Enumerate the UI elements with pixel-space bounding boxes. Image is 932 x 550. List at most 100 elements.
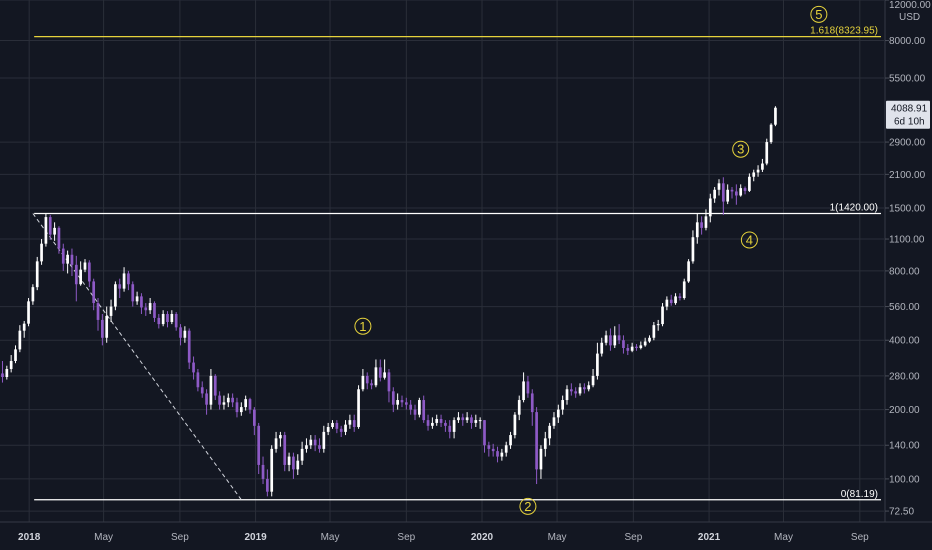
- candle[interactable]: [274, 431, 278, 453]
- candle[interactable]: [513, 412, 517, 439]
- candle[interactable]: [700, 216, 703, 235]
- candle[interactable]: [135, 291, 139, 305]
- candle[interactable]: [717, 179, 721, 196]
- candle[interactable]: [708, 193, 712, 223]
- candle[interactable]: [400, 395, 404, 408]
- candle[interactable]: [574, 387, 578, 398]
- candle[interactable]: [539, 445, 543, 479]
- candle[interactable]: [205, 389, 208, 415]
- candle[interactable]: [57, 226, 61, 254]
- candle[interactable]: [761, 158, 764, 173]
- candle[interactable]: [409, 400, 413, 415]
- candle[interactable]: [140, 293, 143, 314]
- candle[interactable]: [148, 298, 152, 314]
- candle[interactable]: [266, 469, 269, 497]
- candle[interactable]: [231, 393, 234, 408]
- candle[interactable]: [40, 239, 43, 265]
- candle[interactable]: [70, 248, 74, 277]
- candle[interactable]: [200, 381, 204, 398]
- candle[interactable]: [109, 299, 113, 322]
- candle[interactable]: [105, 306, 109, 343]
- candle[interactable]: [735, 184, 738, 205]
- candle[interactable]: [548, 422, 551, 446]
- candle[interactable]: [387, 369, 391, 403]
- candle[interactable]: [248, 397, 252, 414]
- candle[interactable]: [448, 420, 452, 439]
- candle[interactable]: [682, 278, 686, 300]
- candle[interactable]: [83, 259, 87, 273]
- candle[interactable]: [444, 420, 447, 432]
- candle[interactable]: [596, 342, 599, 380]
- candle[interactable]: [565, 385, 569, 405]
- candle[interactable]: [309, 435, 313, 449]
- wave-label[interactable]: 4: [740, 231, 758, 249]
- candle[interactable]: [591, 369, 595, 388]
- candle[interactable]: [213, 374, 217, 401]
- candle[interactable]: [252, 407, 256, 436]
- candle[interactable]: [239, 402, 243, 416]
- candle[interactable]: [101, 313, 104, 346]
- candle[interactable]: [179, 324, 182, 346]
- candle[interactable]: [170, 310, 174, 325]
- last-price-badge[interactable]: 4088.91 6d 10h: [886, 100, 930, 129]
- candle[interactable]: [174, 312, 178, 331]
- candle[interactable]: [374, 359, 378, 388]
- candle[interactable]: [318, 438, 321, 453]
- candle[interactable]: [378, 359, 382, 382]
- candle[interactable]: [9, 355, 13, 373]
- candle[interactable]: [674, 293, 677, 305]
- candle[interactable]: [287, 452, 291, 472]
- candle[interactable]: [396, 393, 399, 410]
- candle[interactable]: [61, 243, 65, 271]
- candle[interactable]: [257, 422, 261, 475]
- wave-label[interactable]: 3: [732, 140, 750, 158]
- candle[interactable]: [721, 177, 725, 215]
- candle[interactable]: [630, 342, 634, 353]
- candle[interactable]: [122, 267, 126, 292]
- candle[interactable]: [331, 420, 334, 429]
- candle[interactable]: [44, 213, 48, 247]
- candle[interactable]: [439, 414, 443, 428]
- candle[interactable]: [435, 414, 439, 426]
- candle[interactable]: [422, 395, 426, 423]
- candle[interactable]: [192, 356, 195, 380]
- candle[interactable]: [552, 412, 556, 429]
- candle[interactable]: [756, 165, 760, 177]
- candle[interactable]: [209, 369, 213, 410]
- wave-label[interactable]: 2: [519, 497, 537, 515]
- candle[interactable]: [305, 438, 308, 453]
- candle[interactable]: [5, 365, 9, 380]
- candle[interactable]: [22, 320, 26, 338]
- candle[interactable]: [313, 435, 317, 452]
- candle[interactable]: [370, 379, 373, 390]
- candle[interactable]: [352, 414, 356, 432]
- candle[interactable]: [726, 184, 730, 205]
- candle[interactable]: [635, 344, 638, 351]
- candle[interactable]: [561, 395, 565, 415]
- candle[interactable]: [14, 345, 17, 364]
- candle[interactable]: [691, 230, 695, 264]
- candle[interactable]: [774, 106, 777, 127]
- candle[interactable]: [244, 395, 248, 411]
- candle[interactable]: [739, 184, 743, 197]
- candle[interactable]: [487, 441, 491, 457]
- candle[interactable]: [426, 414, 430, 431]
- candle[interactable]: [504, 441, 508, 457]
- candle[interactable]: [704, 209, 708, 231]
- candle[interactable]: [665, 296, 669, 311]
- candle[interactable]: [748, 173, 751, 193]
- candle[interactable]: [626, 344, 630, 356]
- candle[interactable]: [639, 341, 643, 350]
- candle[interactable]: [569, 383, 573, 396]
- candle[interactable]: [474, 414, 478, 428]
- candle[interactable]: [613, 326, 617, 349]
- candle[interactable]: [713, 187, 716, 203]
- candle[interactable]: [339, 425, 343, 438]
- candle[interactable]: [418, 397, 421, 418]
- candle[interactable]: [509, 431, 512, 449]
- candle[interactable]: [600, 337, 604, 357]
- candle[interactable]: [622, 335, 625, 354]
- candle[interactable]: [765, 138, 769, 166]
- candle[interactable]: [31, 284, 35, 305]
